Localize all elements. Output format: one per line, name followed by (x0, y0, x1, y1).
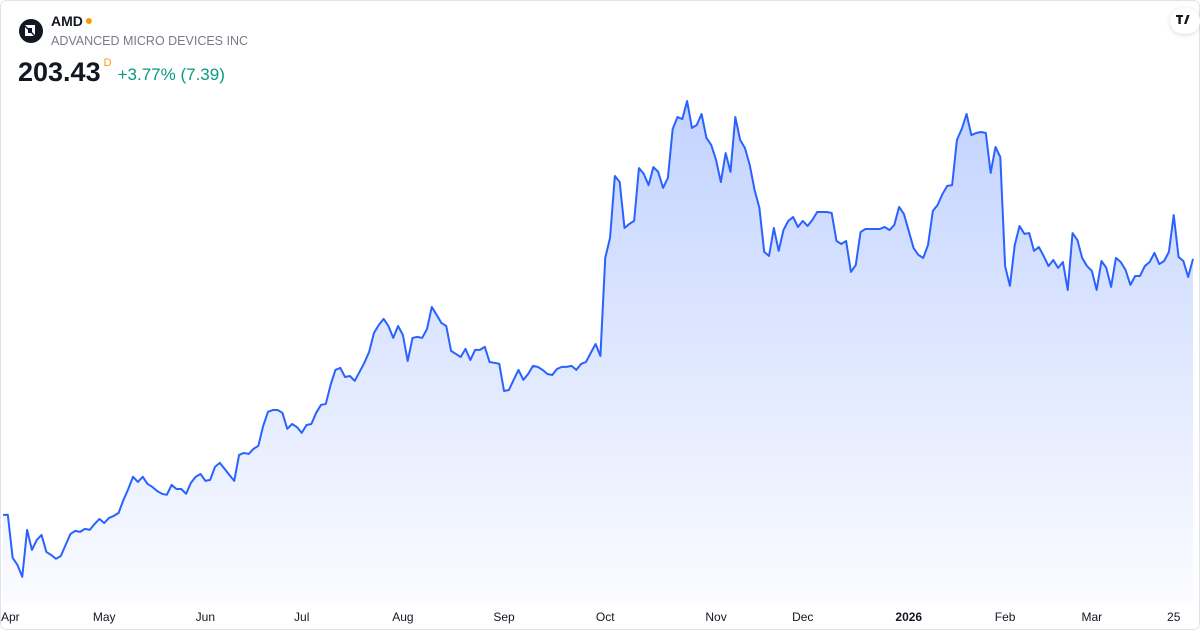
price-line (3, 100, 1194, 578)
x-tick-label: Aug (392, 610, 413, 624)
status-dot (85, 18, 92, 24)
logo-mark (25, 25, 35, 36)
x-tick-label: Feb (995, 610, 1016, 624)
price: 203.43 (18, 57, 101, 87)
x-tick-label: Oct (596, 610, 615, 624)
price-change: +3.77% (7.39) (118, 65, 225, 84)
x-tick-label: Mar (1081, 610, 1102, 624)
x-tick-label: 25 (1167, 610, 1181, 624)
x-tick-label: Sep (493, 610, 515, 624)
x-tick-label: Jul (294, 610, 309, 624)
x-tick-label: Jun (196, 610, 215, 624)
logo (19, 19, 43, 43)
x-tick-label: 2026 (895, 610, 922, 624)
brand-logo[interactable] (1176, 15, 1190, 24)
x-tick-label: May (93, 610, 116, 624)
x-tick-label: Apr (1, 610, 20, 624)
company-name: ADVANCED MICRO DEVICES INC (51, 34, 248, 48)
x-tick-label: Nov (705, 610, 726, 624)
plot-area (3, 100, 1194, 605)
x-tick-label: Dec (792, 610, 813, 624)
symbol: AMD (51, 13, 83, 29)
interval: D (104, 57, 112, 69)
